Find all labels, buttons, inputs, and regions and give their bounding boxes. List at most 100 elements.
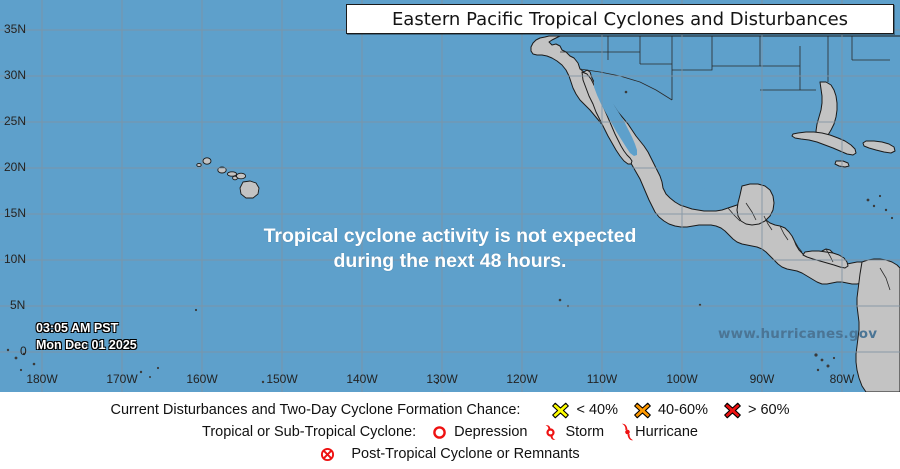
island-dot (19, 368, 23, 372)
molokai-island (226, 171, 238, 177)
legend-chance-medium-label: 40-60% (657, 402, 708, 418)
legend-storm-label: Storm (565, 424, 605, 440)
legend-depression-label: Depression (454, 424, 528, 440)
island-dot (32, 362, 36, 366)
island-dot (872, 204, 876, 208)
niihau-island (196, 162, 202, 168)
map-status-message: Tropical cyclone activity is not expecte… (0, 224, 900, 274)
border-line (763, 215, 773, 231)
island-dot (890, 216, 894, 220)
cuba-island (791, 131, 857, 156)
legend-disturbance-heading: Current Disturbances and Two-Day Cyclone… (110, 402, 521, 418)
legend-chance-low-label: < 40% (576, 402, 618, 418)
border-line (745, 202, 757, 221)
lat-label-35n: 35N (4, 22, 27, 36)
island-dot (156, 366, 160, 370)
timestamp-date: Mon Dec 01 2025 (36, 338, 137, 352)
island-dot (832, 356, 836, 360)
timestamp-time: 03:05 AM PST (36, 321, 119, 335)
legend-post-tropical-label: Post-Tropical Cyclone or Remnants (351, 446, 580, 462)
legend-item-chance-medium: 40-60% (634, 402, 708, 419)
lat-label-10n: 10N (4, 252, 27, 266)
lat-label-20n: 20N (4, 160, 27, 174)
lon-label-140w: 140W (346, 372, 378, 386)
landmasses (530, 35, 900, 392)
legend-panel: Current Disturbances and Two-Day Cyclone… (0, 392, 900, 469)
island-dot (558, 298, 562, 302)
gulf-of-california (594, 80, 637, 156)
lat-label-15n: 15N (4, 206, 27, 220)
lon-label-110w: 110W (586, 372, 618, 386)
lon-label-160w: 160W (186, 372, 218, 386)
map-panel: 35N 30N 25N 20N 15N 10N 5N 0 180W 170W 1… (0, 0, 900, 392)
island-dot (624, 90, 628, 94)
lon-label-80w: 80W (829, 372, 855, 386)
border-line (727, 207, 741, 222)
map-status-line-2: during the next 48 hours. (333, 250, 567, 272)
hurricane-icon (620, 423, 635, 441)
hispaniola-island (862, 140, 896, 154)
x-mark-icon (634, 402, 651, 419)
island-dot (261, 380, 265, 384)
lon-label-150w: 150W (266, 372, 298, 386)
lon-label-100w: 100W (666, 372, 698, 386)
political-borders (560, 36, 891, 291)
circled-x-icon (320, 447, 335, 462)
lon-label-180w: 180W (26, 372, 58, 386)
x-mark-icon (552, 402, 570, 419)
legend-cyclone-heading: Tropical or Sub-Tropical Cyclone: (202, 424, 417, 440)
island-dot (826, 364, 830, 368)
island-dot (149, 376, 151, 378)
border-line (579, 68, 673, 101)
island-dot (435, 381, 439, 385)
lat-label-0: 0 (20, 344, 27, 358)
legend-row-disturbances: Current Disturbances and Two-Day Cyclone… (0, 399, 900, 421)
legend-item-chance-low: < 40% (552, 402, 618, 419)
border-line (672, 36, 713, 71)
lon-label-120w: 120W (506, 372, 538, 386)
island-dot (878, 194, 882, 198)
open-circle-icon (432, 425, 447, 440)
legend-item-post-tropical: Post-Tropical Cyclone or Remnants (320, 446, 580, 462)
border-line (779, 225, 789, 241)
lon-label-90w: 90W (749, 372, 775, 386)
lat-label-30n: 30N (4, 68, 27, 82)
lon-label-170w: 170W (106, 372, 138, 386)
island-dot (194, 308, 198, 312)
hawaii-big-island (239, 180, 260, 199)
map-canvas (0, 0, 900, 392)
lat-label-25n: 25N (4, 114, 27, 128)
map-timestamp: 03:05 AM PST Mon Dec 01 2025 (36, 320, 137, 354)
island-dot (6, 348, 10, 352)
legend-row-cyclones: Tropical or Sub-Tropical Cyclone: Depres… (0, 421, 900, 443)
x-mark-icon (724, 402, 741, 419)
hawaiian-islands (196, 157, 260, 199)
border-line (793, 239, 803, 253)
island-dot (866, 198, 870, 202)
south-america-landmass (855, 258, 900, 392)
legend-item-chance-high: > 60% (724, 402, 790, 419)
graticule (0, 0, 900, 392)
map-status-line-1: Tropical cyclone activity is not expecte… (263, 225, 637, 247)
island-dot (884, 208, 888, 212)
maui-island (235, 172, 247, 180)
lat-label-5n: 5N (10, 298, 26, 312)
border-line (879, 267, 891, 291)
legend-chance-high-label: > 60% (747, 402, 790, 418)
lon-label-130w: 130W (426, 372, 458, 386)
legend-item-hurricane: Hurricane (620, 423, 698, 441)
site-url-watermark: www.hurricanes.gov (718, 326, 878, 342)
small-islands (6, 16, 894, 385)
island-dot (820, 358, 824, 362)
legend-item-storm: Storm (543, 424, 604, 441)
island-dot (14, 356, 18, 360)
map-title-text: Eastern Pacific Tropical Cyclones and Di… (391, 8, 849, 30)
island-dot (814, 353, 818, 357)
gulf-of-mexico (681, 101, 797, 200)
legend-item-depression: Depression (432, 424, 527, 440)
island-dot (139, 370, 143, 374)
island-dot (816, 368, 820, 372)
legend-row-post-tropical: Post-Tropical Cyclone or Remnants (0, 443, 900, 465)
kauai-island (202, 157, 212, 165)
island-dot (22, 352, 26, 356)
